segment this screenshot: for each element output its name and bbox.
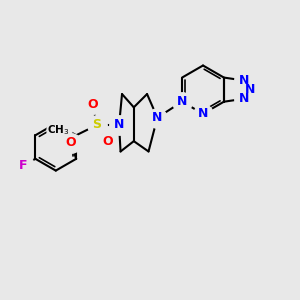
Text: N: N (245, 83, 255, 96)
Text: O: O (87, 98, 98, 111)
Text: N: N (152, 111, 163, 124)
Text: N: N (238, 92, 249, 105)
Text: CH$_3$: CH$_3$ (47, 123, 70, 137)
Text: O: O (66, 136, 76, 149)
Text: O: O (102, 135, 112, 148)
Text: N: N (238, 74, 249, 87)
Text: S: S (92, 118, 101, 131)
Text: N: N (177, 95, 187, 108)
Text: F: F (20, 159, 28, 172)
Text: N: N (114, 118, 124, 131)
Text: N: N (198, 107, 208, 120)
